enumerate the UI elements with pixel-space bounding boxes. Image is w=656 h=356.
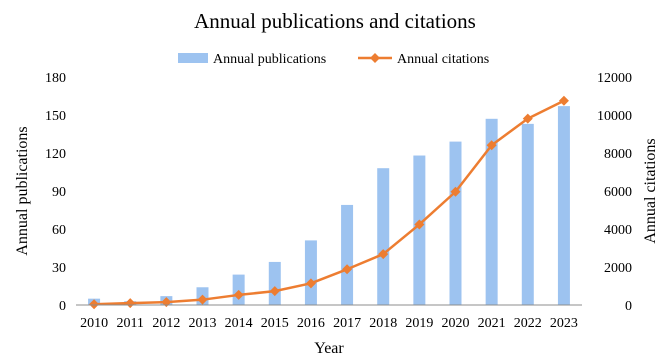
- y-tick-label: 30: [52, 261, 66, 276]
- x-tick-labels: 2010 2011 2012 2013 2014 2015 2016 2017 2018 2019…: [80, 316, 578, 331]
- bar-publications-2015: [268, 261, 281, 305]
- x-tick-label: 2010: [80, 316, 108, 331]
- marker-citations-2015: [269, 286, 280, 297]
- chart-title: Annual publications and citations: [194, 9, 476, 33]
- bar-publications-2014: [232, 274, 245, 305]
- y-tick-labels: 0 30 60 90 120 150 180: [45, 71, 66, 314]
- y2-tick-label: 0: [625, 299, 632, 314]
- bar-publications-2017: [341, 204, 354, 305]
- marker-citations-2011: [125, 298, 136, 309]
- x-tick-label: 2012: [152, 316, 180, 331]
- legend-swatch-publications: [178, 53, 208, 63]
- marker-citations-2019: [414, 219, 425, 230]
- bars: [88, 106, 570, 306]
- x-tick-label: 2022: [514, 316, 542, 331]
- y2-tick-label: 6000: [604, 185, 632, 200]
- x-axis-title: Year: [314, 340, 344, 356]
- legend: Annual publications Annual citations: [178, 52, 489, 67]
- y-tick-label: 120: [45, 147, 66, 162]
- y-tick-label: 0: [59, 299, 66, 314]
- bar-publications-2021: [485, 118, 498, 305]
- x-tick-label: 2021: [478, 316, 506, 331]
- y2-tick-label: 10000: [597, 109, 632, 124]
- y2-tick-labels: 0 2000 4000 6000 8000 10000 12000: [597, 71, 632, 314]
- marker-citations-2010: [89, 299, 100, 310]
- bar-publications-2016: [304, 240, 317, 305]
- marker-citations-2022: [522, 113, 533, 124]
- y-axis-title: Annual publications: [14, 126, 31, 255]
- x-tick-label: 2023: [550, 316, 578, 331]
- bar-publications-2020: [449, 141, 462, 305]
- marker-citations-2017: [342, 264, 353, 275]
- y-tick-label: 150: [45, 109, 66, 124]
- x-tick-label: 2014: [225, 316, 253, 331]
- citations-line-layer: [89, 95, 569, 310]
- bar-publications-2023: [557, 106, 570, 305]
- bar-publications-2022: [521, 123, 534, 306]
- x-tick-label: 2017: [333, 316, 361, 331]
- x-tick-label: 2013: [189, 316, 217, 331]
- y2-tick-label: 2000: [604, 261, 632, 276]
- y2-tick-label: 12000: [597, 71, 632, 86]
- x-tick-label: 2015: [261, 316, 289, 331]
- bar-publications-2018: [377, 168, 390, 305]
- y-tick-label: 60: [52, 223, 66, 238]
- marker-citations-2023: [558, 95, 569, 106]
- marker-citations-2014: [233, 289, 244, 300]
- citations-line: [94, 99, 565, 306]
- x-tick-label: 2020: [442, 316, 470, 331]
- marker-citations-2020: [450, 186, 461, 197]
- marker-citations-2018: [378, 249, 389, 260]
- y2-tick-label: 8000: [604, 147, 632, 162]
- marker-citations-2016: [305, 278, 316, 289]
- x-tick-label: 2019: [405, 316, 433, 331]
- marker-citations-2021: [486, 140, 497, 151]
- bar-publications-2019: [413, 155, 426, 305]
- x-tick-label: 2016: [297, 316, 325, 331]
- legend-marker-citations: [370, 53, 380, 63]
- y-tick-label: 180: [45, 71, 66, 86]
- y-tick-label: 90: [52, 185, 66, 200]
- y2-axis-title: Annual citations: [642, 138, 656, 243]
- x-tick-label: 2018: [369, 316, 397, 331]
- marker-citations-2013: [197, 294, 208, 305]
- y2-tick-label: 4000: [604, 223, 632, 238]
- x-tick-label: 2011: [116, 316, 143, 331]
- legend-label-citations: Annual citations: [397, 52, 489, 67]
- legend-label-publications: Annual publications: [213, 52, 326, 67]
